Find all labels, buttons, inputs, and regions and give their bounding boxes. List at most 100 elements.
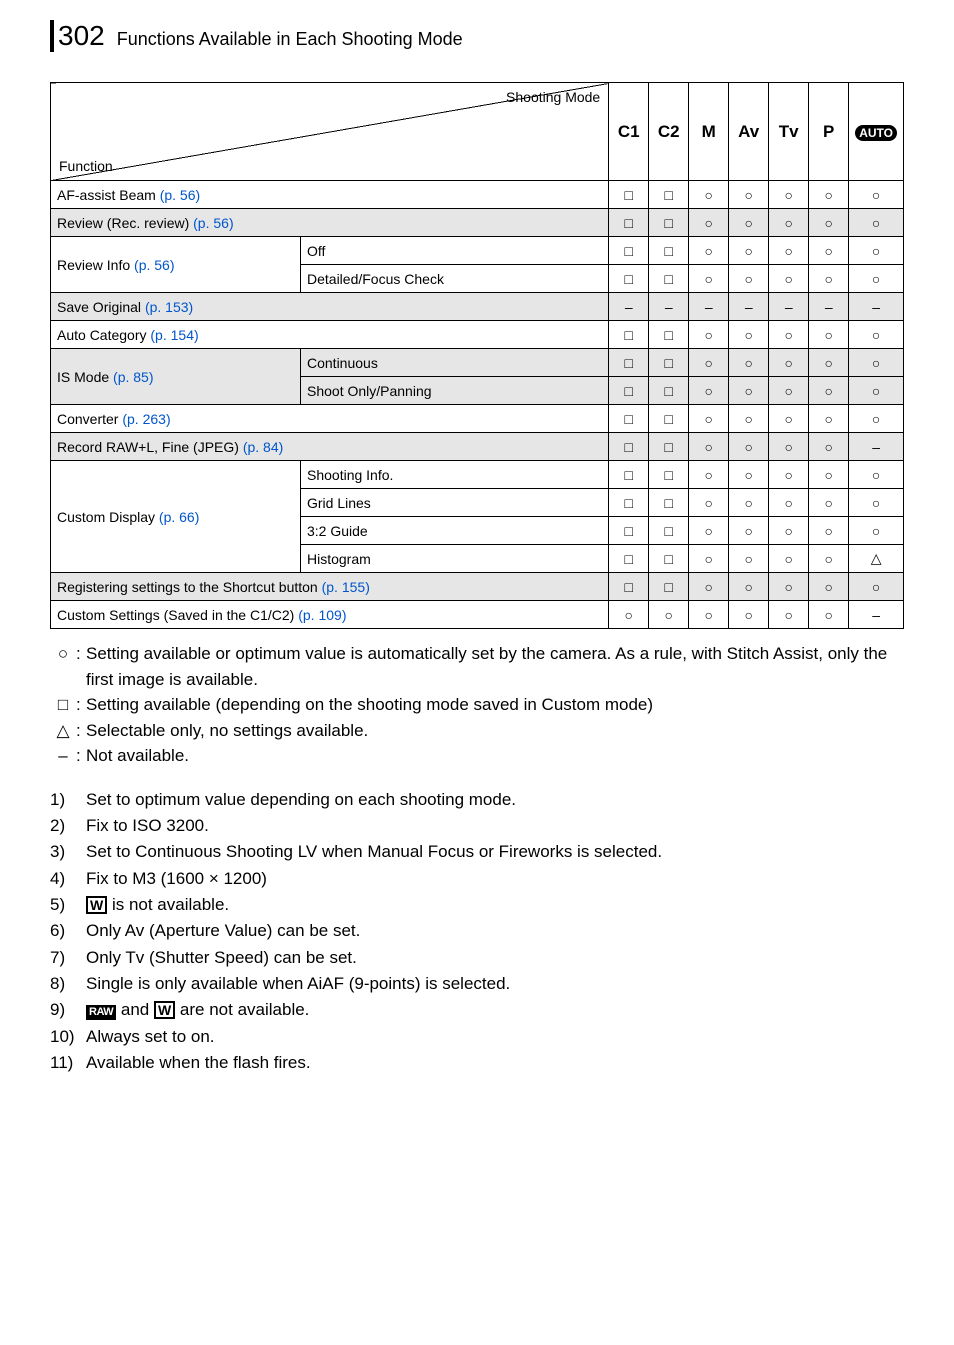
availability-cell: ○	[809, 461, 849, 489]
availability-cell: □	[609, 321, 649, 349]
availability-cell: ○	[689, 433, 729, 461]
footnote-number: 6)	[50, 918, 86, 944]
page-ref[interactable]: (p. 85)	[113, 369, 153, 385]
function-label: AF-assist Beam (p. 56)	[51, 181, 609, 209]
availability-cell: ○	[689, 601, 729, 629]
page-ref[interactable]: (p. 263)	[122, 411, 170, 427]
page-ref[interactable]: (p. 153)	[145, 299, 193, 315]
availability-cell: ○	[689, 545, 729, 573]
availability-cell: –	[849, 433, 904, 461]
availability-cell: ○	[729, 209, 769, 237]
corner-cell: Shooting Mode Function	[51, 83, 609, 181]
availability-cell: ○	[849, 405, 904, 433]
footnote-number: 7)	[50, 945, 86, 971]
page-header: 302 Functions Available in Each Shooting…	[50, 20, 904, 52]
availability-cell: ○	[769, 545, 809, 573]
table-row: Review Info (p. 56)Off□□○○○○○	[51, 237, 904, 265]
availability-cell: □	[649, 377, 689, 405]
legend-row: –:Not available.	[50, 743, 904, 769]
page-ref[interactable]: (p. 155)	[322, 579, 370, 595]
table-row: Record RAW+L, Fine (JPEG) (p. 84)□□○○○○–	[51, 433, 904, 461]
shooting-mode-label: Shooting Mode	[506, 89, 600, 105]
availability-cell: □	[609, 405, 649, 433]
availability-cell: ○	[729, 321, 769, 349]
availability-cell: ○	[689, 461, 729, 489]
legend: ○:Setting available or optimum value is …	[50, 641, 904, 769]
page-number: 302	[58, 20, 105, 52]
page-ref[interactable]: (p. 84)	[243, 439, 283, 455]
availability-cell: □	[649, 209, 689, 237]
availability-cell: □	[609, 489, 649, 517]
availability-cell: □	[609, 209, 649, 237]
availability-cell: ○	[729, 517, 769, 545]
availability-cell: □	[649, 433, 689, 461]
availability-cell: ○	[769, 517, 809, 545]
availability-cell: ○	[849, 321, 904, 349]
availability-cell: ○	[689, 321, 729, 349]
availability-cell: ○	[849, 181, 904, 209]
footnote-number: 2)	[50, 813, 86, 839]
availability-cell: ○	[729, 601, 769, 629]
page-ref[interactable]: (p. 154)	[150, 327, 198, 343]
footnote-text: Set to Continuous Shooting LV when Manua…	[86, 839, 904, 865]
table-row: IS Mode (p. 85)Continuous□□○○○○○	[51, 349, 904, 377]
availability-cell: □	[649, 573, 689, 601]
availability-cell: ○	[769, 489, 809, 517]
availability-cell: ○	[809, 433, 849, 461]
legend-row: △:Selectable only, no settings available…	[50, 718, 904, 744]
table-row: Registering settings to the Shortcut but…	[51, 573, 904, 601]
mode-c1: C1	[609, 83, 649, 181]
availability-cell: ○	[729, 489, 769, 517]
availability-cell: □	[649, 405, 689, 433]
availability-cell: ○	[809, 601, 849, 629]
availability-cell: –	[649, 293, 689, 321]
function-sub-label: Histogram	[301, 545, 609, 573]
availability-cell: ○	[809, 209, 849, 237]
availability-cell: ○	[689, 181, 729, 209]
footnote: 10)Always set to on.	[50, 1024, 904, 1050]
footnote-number: 11)	[50, 1050, 86, 1076]
legend-row: ○:Setting available or optimum value is …	[50, 641, 904, 692]
availability-cell: ○	[849, 349, 904, 377]
availability-cell: □	[609, 545, 649, 573]
functions-table: Shooting Mode Function C1 C2 M Av Tv P A…	[50, 82, 904, 629]
availability-cell: ○	[729, 237, 769, 265]
page-ref[interactable]: (p. 109)	[298, 607, 346, 623]
availability-cell: □	[649, 265, 689, 293]
availability-cell: ○	[729, 545, 769, 573]
availability-cell: ○	[689, 573, 729, 601]
availability-cell: ○	[729, 377, 769, 405]
function-sub-label: Off	[301, 237, 609, 265]
availability-cell: –	[849, 293, 904, 321]
page-ref[interactable]: (p. 56)	[160, 187, 200, 203]
availability-cell: □	[609, 573, 649, 601]
availability-cell: ○	[769, 321, 809, 349]
availability-cell: ○	[769, 209, 809, 237]
function-sub-label: Grid Lines	[301, 489, 609, 517]
table-row: Save Original (p. 153)–––––––	[51, 293, 904, 321]
availability-cell: ○	[809, 321, 849, 349]
footnote: 4)Fix to M3 (1600 × 1200)	[50, 866, 904, 892]
page-ref[interactable]: (p. 66)	[159, 509, 199, 525]
footnote-number: 8)	[50, 971, 86, 997]
availability-cell: ○	[769, 461, 809, 489]
page-ref[interactable]: (p. 56)	[134, 257, 174, 273]
function-sub-label: Continuous	[301, 349, 609, 377]
availability-cell: ○	[849, 573, 904, 601]
availability-cell: ○	[809, 573, 849, 601]
availability-cell: □	[649, 181, 689, 209]
availability-cell: ○	[729, 265, 769, 293]
availability-cell: ○	[809, 489, 849, 517]
function-label: Converter (p. 263)	[51, 405, 609, 433]
availability-cell: ○	[809, 377, 849, 405]
availability-cell: ○	[689, 209, 729, 237]
availability-cell: □	[649, 489, 689, 517]
availability-cell: ○	[769, 237, 809, 265]
page-ref[interactable]: (p. 56)	[193, 215, 233, 231]
availability-cell: ○	[849, 377, 904, 405]
availability-cell: ○	[769, 601, 809, 629]
table-row: Auto Category (p. 154)□□○○○○○	[51, 321, 904, 349]
availability-cell: ○	[689, 405, 729, 433]
availability-cell: □	[649, 321, 689, 349]
footnote: 6)Only Av (Aperture Value) can be set.	[50, 918, 904, 944]
